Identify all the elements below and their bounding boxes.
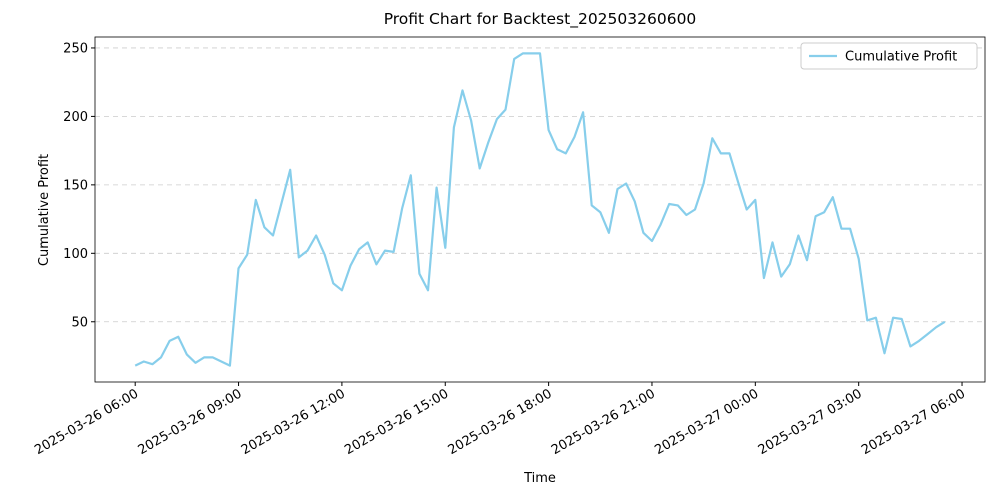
x-tick-label: 2025-03-26 15:00 xyxy=(342,386,451,458)
legend-box xyxy=(800,42,978,70)
x-tick-label: 2025-03-26 18:00 xyxy=(446,386,555,458)
x-tick-label: 2025-03-26 21:00 xyxy=(549,386,658,458)
y-tick-label: 100 xyxy=(63,247,88,262)
y-axis-label: Cumulative Profit xyxy=(37,154,52,266)
y-tick-label: 200 xyxy=(63,110,88,125)
x-tick-label: 2025-03-27 03:00 xyxy=(756,386,865,458)
y-tick-label: 250 xyxy=(63,41,88,56)
x-tick-label: 2025-03-27 00:00 xyxy=(652,386,761,458)
chart-title: Profit Chart for Backtest_202503260600 xyxy=(384,10,697,29)
x-tick-label: 2025-03-26 12:00 xyxy=(239,386,348,458)
y-tick-label: 150 xyxy=(63,178,88,193)
x-tick-label: 2025-03-26 06:00 xyxy=(32,386,141,458)
legend-label: Cumulative Profit xyxy=(845,50,957,65)
line xyxy=(134,52,946,367)
x-axis-label: Time xyxy=(523,471,556,486)
legend: Cumulative Profit xyxy=(800,42,978,70)
x-tick-label: 2025-03-26 09:00 xyxy=(136,386,245,458)
y-tick-label: 50 xyxy=(71,315,88,330)
plot-frame xyxy=(94,36,986,383)
x-tick-label: 2025-03-27 06:00 xyxy=(859,386,968,458)
